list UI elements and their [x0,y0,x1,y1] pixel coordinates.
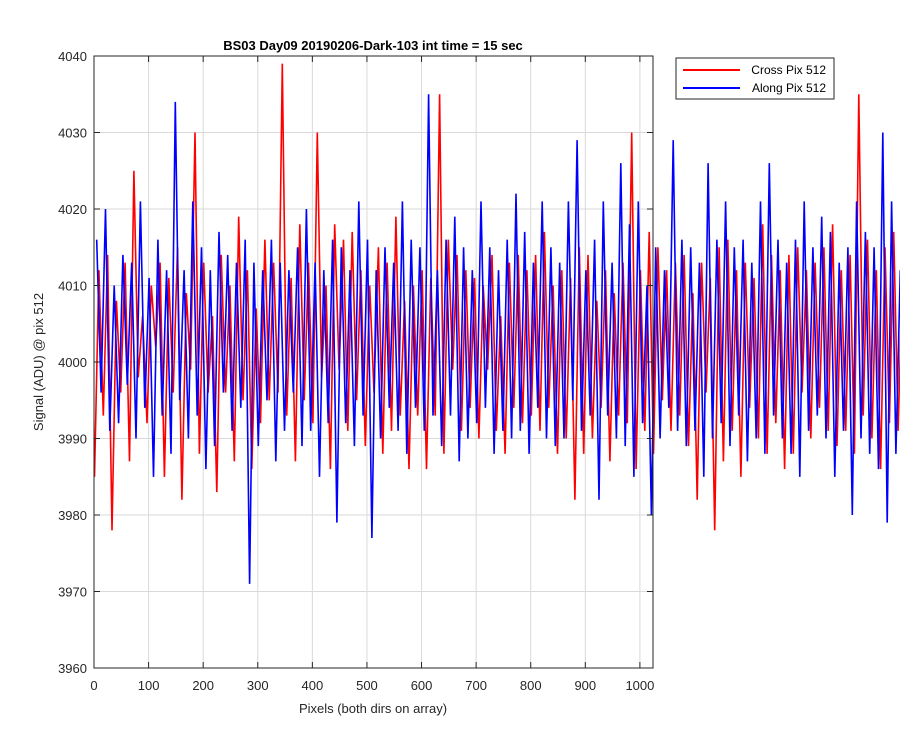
x-axis-label: Pixels (both dirs on array) [299,701,447,716]
legend-label-cross: Cross Pix 512 [751,63,826,77]
series-line-cross-pix-512 [93,63,900,531]
legend-box [675,57,835,100]
x-tick-label: 200 [192,678,214,693]
x-tick-label: 1000 [625,678,654,693]
x-tick-label: 800 [520,678,542,693]
y-tick-label: 3990 [58,432,87,447]
x-tick-labels: 0 100 200 300 400 500 600 700 800 900 1000 [90,678,654,693]
x-tick-label: 600 [411,678,433,693]
x-tick-label: 700 [465,678,487,693]
chart-title: BS03 Day09 20190206-Dark-103 int time = … [223,38,523,53]
y-tick-label: 3960 [58,661,87,676]
y-tick-label: 4000 [58,355,87,370]
y-tick-label: 3970 [58,585,87,600]
x-tick-label: 100 [138,678,160,693]
x-tick-label: 300 [247,678,269,693]
x-tick-label: 900 [574,678,596,693]
series-line-along-pix-512 [95,94,900,584]
y-tick-label: 4030 [58,126,87,141]
series-layer [93,63,900,584]
y-tick-label: 4010 [58,279,87,294]
y-tick-label: 3980 [58,508,87,523]
x-tick-label: 500 [356,678,378,693]
x-tick-label: 0 [90,678,97,693]
y-tick-label: 4040 [58,49,87,64]
legend: Cross Pix 512 Along Pix 512 [675,57,835,100]
tick-marks [93,55,653,669]
legend-label-along: Along Pix 512 [752,81,826,95]
x-tick-label: 400 [302,678,324,693]
y-axis-label: Signal (ADU) @ pix 512 [31,293,46,431]
y-tick-label: 4020 [58,202,87,217]
y-tick-labels: 3960 3970 3980 3990 4000 4010 4020 4030 4040 [58,49,87,676]
